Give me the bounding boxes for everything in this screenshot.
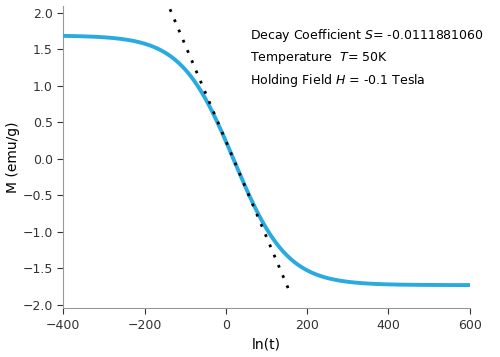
X-axis label: ln(t): ln(t)	[252, 337, 281, 351]
Y-axis label: M (emu/g): M (emu/g)	[6, 121, 20, 193]
Text: Decay Coefficient $S$= -0.0111881060
Temperature  $T$= 50K
Holding Field $H$ = -: Decay Coefficient $S$= -0.0111881060 Tem…	[250, 27, 484, 89]
